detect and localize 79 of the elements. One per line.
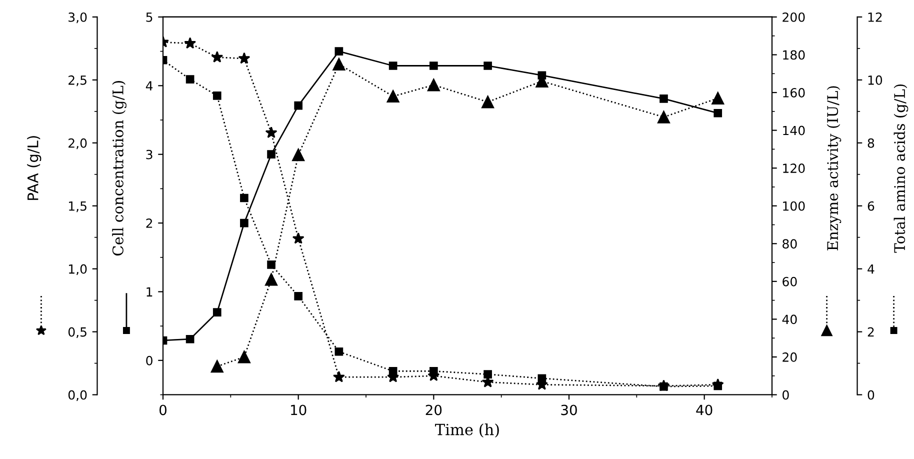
point: [484, 370, 492, 378]
y2-tick-label: 2: [868, 327, 874, 337]
point: [714, 382, 722, 390]
point: [430, 62, 438, 70]
y-tick-label: 2: [146, 218, 152, 228]
point: [427, 78, 440, 92]
y-axis-title: Cell concentration (g/L): [112, 81, 126, 256]
y2-tick-label: 6: [868, 201, 874, 211]
x-tick-label: 0: [159, 404, 166, 416]
y2-tick-label: 60: [782, 276, 797, 286]
point: [184, 37, 196, 49]
point: [334, 347, 344, 356]
point: [265, 273, 278, 286]
y2-tick-label: 4: [868, 264, 874, 274]
point: [186, 75, 194, 84]
point: [388, 366, 398, 376]
point: [294, 292, 302, 300]
y2-axis-title: Total amino acids (g/L): [894, 84, 908, 253]
y-tick-label: 0,5: [68, 327, 86, 338]
y2-tick-label: 0: [782, 390, 789, 400]
point: [212, 308, 222, 316]
point: [240, 194, 248, 202]
y-tick-label: 1,5: [69, 201, 86, 212]
point: [212, 92, 222, 100]
y2-tick-label: 20: [782, 352, 797, 362]
y-axis-title: PAA (g/L): [27, 136, 42, 200]
x-tick-label: 10: [291, 404, 306, 416]
y2-tick-label: 180: [783, 50, 805, 60]
y2-tick-label: 40: [782, 314, 797, 324]
point: [210, 360, 224, 373]
y2-tick-label: 0: [868, 390, 874, 400]
point: [186, 334, 194, 344]
point: [660, 382, 668, 391]
point: [657, 110, 670, 124]
y-tick-label: 1,0: [69, 264, 87, 276]
x-tick-label: 20: [426, 404, 442, 416]
y2-tick-label: 12: [868, 12, 882, 22]
point: [714, 108, 722, 118]
point: [240, 218, 248, 228]
point: [238, 52, 250, 64]
point: [386, 90, 400, 103]
point: [484, 62, 492, 70]
y-tick-label: 2,5: [68, 75, 86, 86]
point: [712, 92, 724, 104]
y2-tick-label: 10: [868, 75, 882, 85]
point: [332, 58, 346, 70]
y-tick-label: 0,0: [68, 390, 87, 401]
point: [332, 370, 345, 382]
y-tick-label: 0: [146, 356, 152, 366]
point: [294, 101, 302, 110]
y-tick-label: 2,0: [68, 138, 87, 150]
point: [211, 51, 224, 62]
y2-tick-label: 140: [783, 126, 805, 136]
point: [482, 96, 494, 108]
y2-tick-label: 100: [783, 201, 805, 211]
point: [292, 232, 304, 244]
y2-axis-title: Enzyme activity (IU/L): [826, 86, 842, 250]
x-tick-label: 40: [696, 404, 712, 416]
point: [265, 126, 278, 138]
y2-tick-label: 8: [868, 138, 874, 148]
x-tick-label: 30: [561, 404, 577, 416]
y-tick-label: 4: [146, 81, 153, 90]
point: [334, 47, 344, 56]
point: [538, 374, 546, 383]
point: [267, 150, 276, 159]
y-tick-label: 5: [146, 12, 152, 22]
point: [660, 94, 668, 103]
y2-tick-label: 80: [782, 239, 797, 249]
point: [388, 62, 398, 70]
point: [267, 260, 276, 269]
y-tick-label: 3,0: [68, 12, 87, 24]
point: [238, 350, 250, 364]
y2-tick-label: 160: [783, 88, 805, 98]
y2-tick-label: 120: [783, 164, 805, 174]
point: [292, 148, 305, 162]
y-tick-label: 1: [146, 287, 152, 296]
y-tick-label: 3: [146, 150, 152, 160]
x-axis-title: Time (h): [435, 423, 499, 438]
y2-tick-label: 200: [782, 12, 805, 22]
